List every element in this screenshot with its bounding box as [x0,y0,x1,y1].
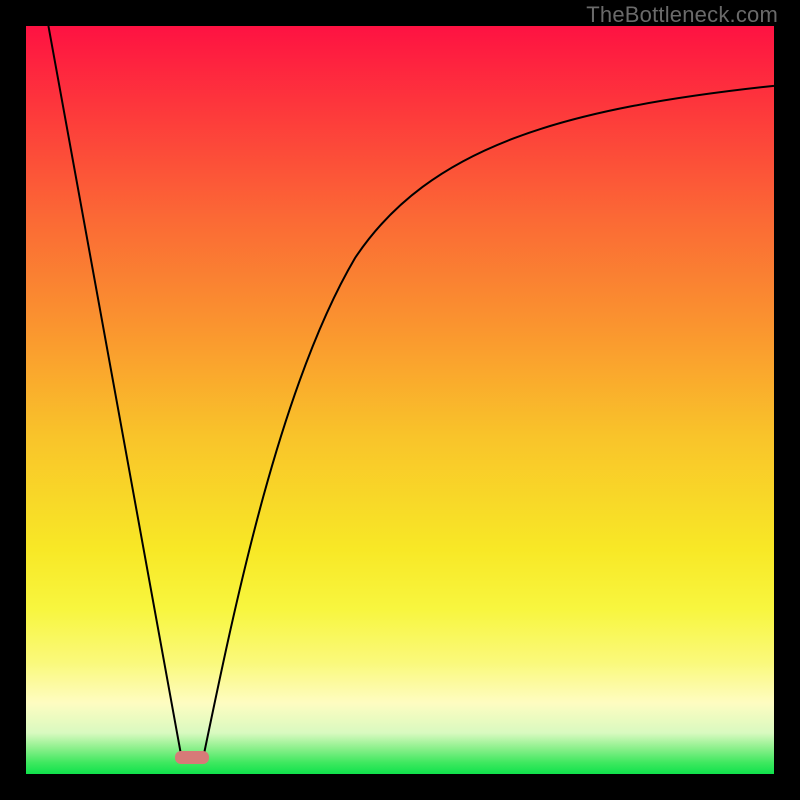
curve-layer [26,26,774,774]
plot-area [26,26,774,774]
minimum-marker [175,751,209,764]
chart-frame: TheBottleneck.com [0,0,800,800]
bottleneck-curve [48,26,774,754]
watermark-text: TheBottleneck.com [586,2,778,28]
